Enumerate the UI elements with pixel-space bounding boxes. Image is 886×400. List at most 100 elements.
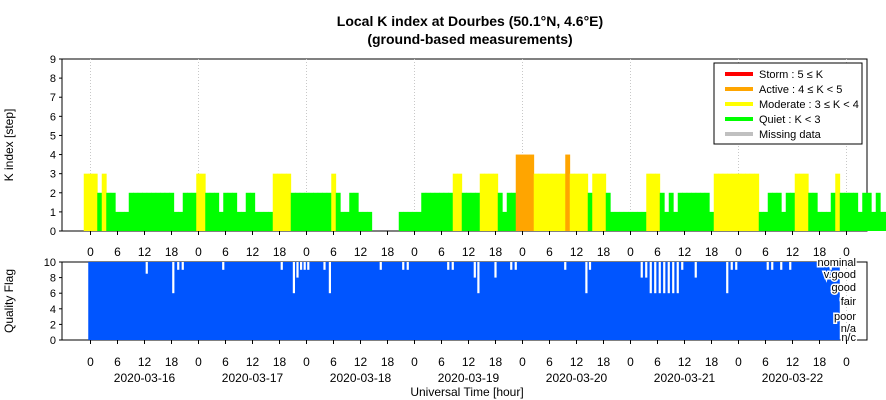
k-bar — [677, 192, 683, 231]
quality-flag-y-ticks: 0 2 4 6 8 10 — [44, 257, 62, 347]
quality-flag-area — [88, 262, 840, 340]
k-bar — [781, 211, 787, 231]
k-x-tick-label: 0 — [627, 245, 634, 259]
k-bar — [191, 192, 197, 231]
k-bar — [281, 173, 287, 231]
k-y-tick-label: 7 — [50, 92, 56, 104]
k-bar — [344, 211, 350, 231]
k-bar — [529, 154, 535, 231]
k-x-tick-label: 18 — [273, 245, 287, 259]
k-bar — [439, 192, 445, 231]
k-bar — [308, 192, 314, 231]
k-x-tick-label: 12 — [570, 245, 584, 259]
k-bar — [254, 211, 260, 231]
k-bar — [88, 173, 94, 231]
k-x-tick-label: 12 — [786, 245, 800, 259]
k-bar — [295, 192, 301, 231]
k-bar — [362, 211, 368, 231]
k-bar — [250, 192, 256, 231]
k-bar — [326, 192, 332, 231]
q-x-tick-label: 0 — [87, 355, 94, 369]
k-bar — [826, 211, 832, 231]
quality-flag-x-ticks: 0 6 12 18 0 6 12 18 0 6 12 18 0 6 12 18 0 6 12 18 0 6 12 18 0 6 12… — [87, 340, 850, 369]
k-bar — [241, 211, 247, 231]
k-x-tick-label: 12 — [462, 245, 476, 259]
k-bar — [227, 192, 233, 231]
k-bar — [628, 211, 634, 231]
quality-flag-dip — [402, 262, 405, 270]
k-bar — [754, 173, 760, 231]
q-x-tick-label: 18 — [381, 355, 395, 369]
k-bar — [646, 173, 652, 231]
q-x-tick-label: 6 — [762, 355, 769, 369]
q-x-tick-label: 6 — [222, 355, 229, 369]
quality-category-label: n/a — [841, 323, 857, 335]
k-bar — [83, 173, 89, 231]
k-bar — [475, 192, 481, 231]
q-y-tick-label: 10 — [44, 257, 56, 269]
k-x-tick-label: 6 — [654, 245, 661, 259]
k-index-bars — [83, 154, 886, 231]
k-bar — [349, 192, 355, 231]
k-bar — [713, 173, 719, 231]
k-bar — [763, 211, 769, 231]
k-bar — [700, 192, 706, 231]
k-bar — [808, 192, 814, 231]
date-label: 2020-03-21 — [654, 371, 716, 385]
k-x-tick-label: 0 — [411, 245, 418, 259]
quality-flag-y-axis-label: Quality Flag — [2, 269, 16, 333]
k-bar — [461, 192, 467, 231]
k-x-tick-label: 12 — [246, 245, 260, 259]
quality-flag-dip — [514, 262, 517, 270]
quality-flag-dip — [667, 262, 670, 294]
k-bar — [673, 211, 679, 231]
quality-flag-dip — [676, 262, 679, 294]
k-x-tick-label: 18 — [705, 245, 719, 259]
k-bar — [565, 154, 571, 231]
quality-flag-dip — [292, 262, 295, 294]
k-bar — [448, 192, 454, 231]
k-bar — [205, 192, 211, 231]
k-bar — [718, 173, 724, 231]
k-bar — [691, 192, 697, 231]
quality-flag-dip — [730, 262, 733, 270]
q-x-tick-label: 0 — [627, 355, 634, 369]
k-bar — [655, 173, 661, 231]
k-bar — [704, 192, 710, 231]
k-bar — [884, 211, 886, 231]
k-bar — [443, 192, 449, 231]
q-x-tick-label: 6 — [654, 355, 661, 369]
q-x-tick-label: 18 — [165, 355, 179, 369]
k-y-tick-label: 4 — [50, 150, 56, 162]
k-x-tick-label: 12 — [354, 245, 368, 259]
k-bar — [263, 211, 269, 231]
k-bar — [664, 211, 670, 231]
quality-flag-dip — [766, 262, 769, 270]
chart-title-line2: (ground-based measurements) — [367, 31, 572, 47]
quality-flag-dip — [789, 262, 792, 270]
q-y-tick-label: 0 — [50, 335, 56, 347]
k-bar — [313, 192, 319, 231]
k-bar — [245, 192, 251, 231]
k-bar — [857, 211, 863, 231]
k-bar — [353, 192, 359, 231]
quality-flag-dip — [588, 262, 592, 270]
k-index-x-ticks: 0 6 12 18 0 6 12 18 0 6 12 18 0 6 12 18 0 6 12 18 0 6 12 18 0 6 12… — [87, 231, 850, 259]
quality-flag-dip — [379, 262, 382, 270]
k-bar — [493, 173, 499, 231]
quality-flag-dip — [564, 262, 567, 270]
date-labels: 2020-03-16 2020-03-17 2020-03-18 2020-03-19… — [114, 371, 824, 385]
k-bar — [668, 192, 674, 231]
k-bar — [407, 211, 413, 231]
k-bar — [578, 173, 584, 231]
k-x-tick-label: 6 — [330, 245, 337, 259]
k-bar — [214, 192, 220, 231]
k-x-tick-label: 0 — [735, 245, 742, 259]
k-index-y-ticks: 0 1 2 3 4 5 6 7 8 9 — [50, 54, 62, 238]
k-bar — [367, 211, 373, 231]
q-x-tick-label: 0 — [519, 355, 526, 369]
k-y-tick-label: 1 — [50, 207, 56, 219]
legend-label: Active : 4 ≤ K < 5 — [759, 84, 842, 96]
k-bar — [542, 173, 548, 231]
